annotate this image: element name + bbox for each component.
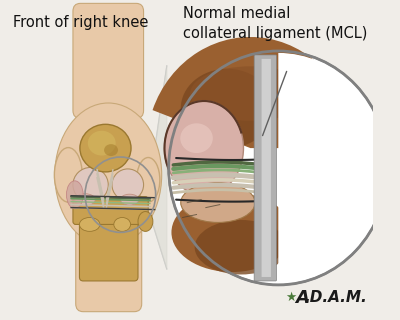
Ellipse shape bbox=[195, 220, 288, 275]
FancyBboxPatch shape bbox=[73, 4, 144, 118]
Ellipse shape bbox=[88, 131, 116, 156]
Ellipse shape bbox=[73, 167, 108, 202]
Ellipse shape bbox=[181, 183, 255, 222]
Text: ★: ★ bbox=[285, 291, 296, 304]
FancyBboxPatch shape bbox=[254, 55, 276, 281]
Ellipse shape bbox=[180, 123, 213, 153]
Ellipse shape bbox=[55, 103, 162, 247]
FancyBboxPatch shape bbox=[80, 213, 138, 281]
Ellipse shape bbox=[120, 194, 139, 205]
Text: Front of right knee: Front of right knee bbox=[12, 15, 148, 30]
Ellipse shape bbox=[190, 66, 311, 121]
Ellipse shape bbox=[112, 169, 144, 201]
Ellipse shape bbox=[164, 101, 244, 195]
Ellipse shape bbox=[80, 124, 131, 172]
FancyBboxPatch shape bbox=[73, 197, 148, 224]
Ellipse shape bbox=[137, 157, 160, 202]
Polygon shape bbox=[152, 66, 167, 269]
Ellipse shape bbox=[104, 144, 118, 156]
Text: .D.A.M.: .D.A.M. bbox=[304, 290, 367, 305]
Text: Normal medial
collateral ligament (MCL): Normal medial collateral ligament (MCL) bbox=[183, 6, 367, 41]
Ellipse shape bbox=[80, 218, 100, 231]
FancyBboxPatch shape bbox=[76, 221, 142, 312]
Text: A: A bbox=[295, 289, 309, 307]
Ellipse shape bbox=[114, 218, 130, 231]
Wedge shape bbox=[152, 37, 355, 148]
Ellipse shape bbox=[66, 181, 83, 209]
Ellipse shape bbox=[138, 212, 153, 231]
FancyBboxPatch shape bbox=[262, 59, 271, 277]
Wedge shape bbox=[278, 53, 386, 283]
Ellipse shape bbox=[54, 148, 82, 202]
Ellipse shape bbox=[172, 193, 292, 272]
Circle shape bbox=[169, 51, 388, 285]
Ellipse shape bbox=[181, 69, 274, 148]
Ellipse shape bbox=[75, 194, 95, 206]
